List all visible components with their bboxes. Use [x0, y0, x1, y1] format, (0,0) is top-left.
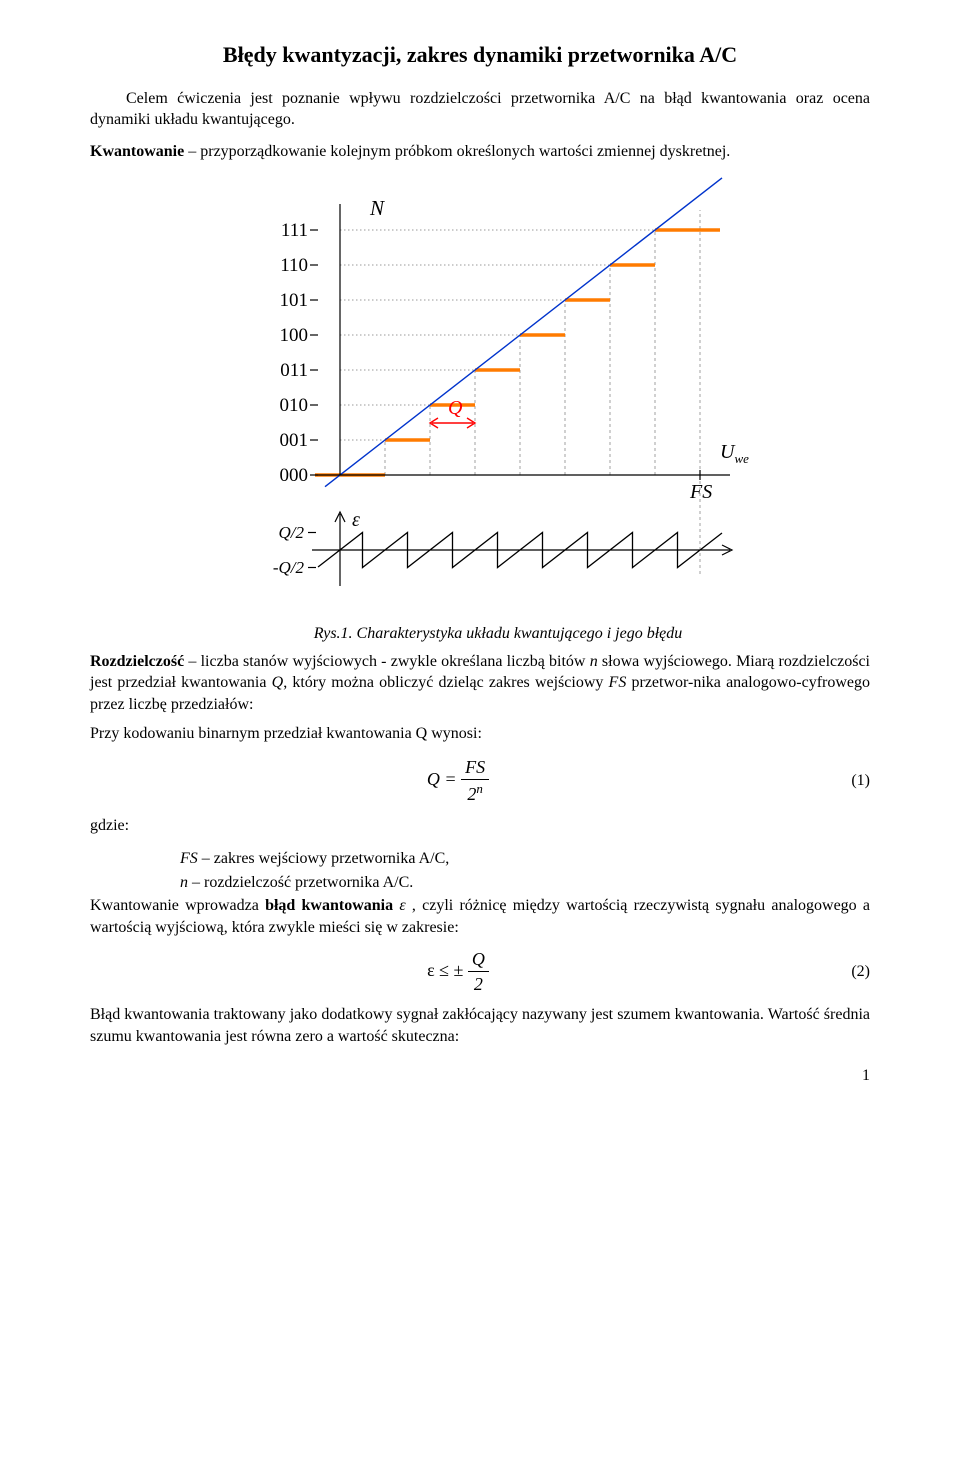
where-list: FS – zakres wejściowy przetwornika A/C, …	[180, 848, 870, 893]
uwe-label: Uwe	[720, 441, 749, 466]
figure-1: 111 110 101 100 011 010 001 000 N	[90, 170, 870, 617]
term-kwantowanie: Kwantowanie	[90, 143, 184, 160]
page-number: 1	[90, 1065, 870, 1087]
svg-text:011: 011	[280, 360, 308, 381]
quantization-diagram: 111 110 101 100 011 010 001 000 N	[200, 170, 760, 610]
equation-1: Q = FS2n (1)	[90, 755, 870, 807]
svg-text:111: 111	[281, 220, 308, 241]
qhalf-label: Q/2	[279, 523, 305, 542]
szum-paragraph: Błąd kwantowania traktowany jako dodatko…	[90, 1004, 870, 1047]
mqhalf-label: -Q/2	[273, 558, 305, 577]
eps-label: ε	[352, 509, 360, 531]
def-kwantowanie: Kwantowanie – przyporządkowanie kolejnym…	[90, 141, 870, 163]
gdzie-label: gdzie:	[90, 815, 870, 837]
binary-coding-text: Przy kodowaniu binarnym przedział kwanto…	[90, 723, 870, 745]
quant-error-paragraph: Kwantowanie wprowadza błąd kwantowania ε…	[90, 895, 870, 938]
svg-text:110: 110	[280, 255, 308, 276]
equation-2: ε ≤ ± Q2 (2)	[90, 947, 870, 997]
page-title: Błędy kwantyzacji, zakres dynamiki przet…	[90, 40, 870, 70]
term-rozdzielczosc: Rozdzielczość	[90, 653, 184, 670]
y-axis-labels: 111 110 101 100 011 010 001 000	[280, 220, 309, 486]
svg-text:010: 010	[280, 395, 309, 416]
intro-paragraph: Celem ćwiczenia jest poznanie wpływu roz…	[90, 88, 870, 131]
svg-text:101: 101	[280, 290, 309, 311]
svg-text:001: 001	[280, 430, 309, 451]
svg-text:100: 100	[280, 325, 309, 346]
def-rozdzielczosc: Rozdzielczość – liczba stanów wyjściowyc…	[90, 651, 870, 716]
fs-label: FS	[689, 481, 712, 503]
Q-step-marker: Q	[430, 397, 475, 428]
figure-caption: Rys.1. Charakterystyka układu kwantujące…	[126, 623, 870, 645]
svg-text:Q: Q	[448, 397, 463, 419]
N-label: N	[369, 196, 385, 220]
svg-text:000: 000	[280, 465, 309, 486]
